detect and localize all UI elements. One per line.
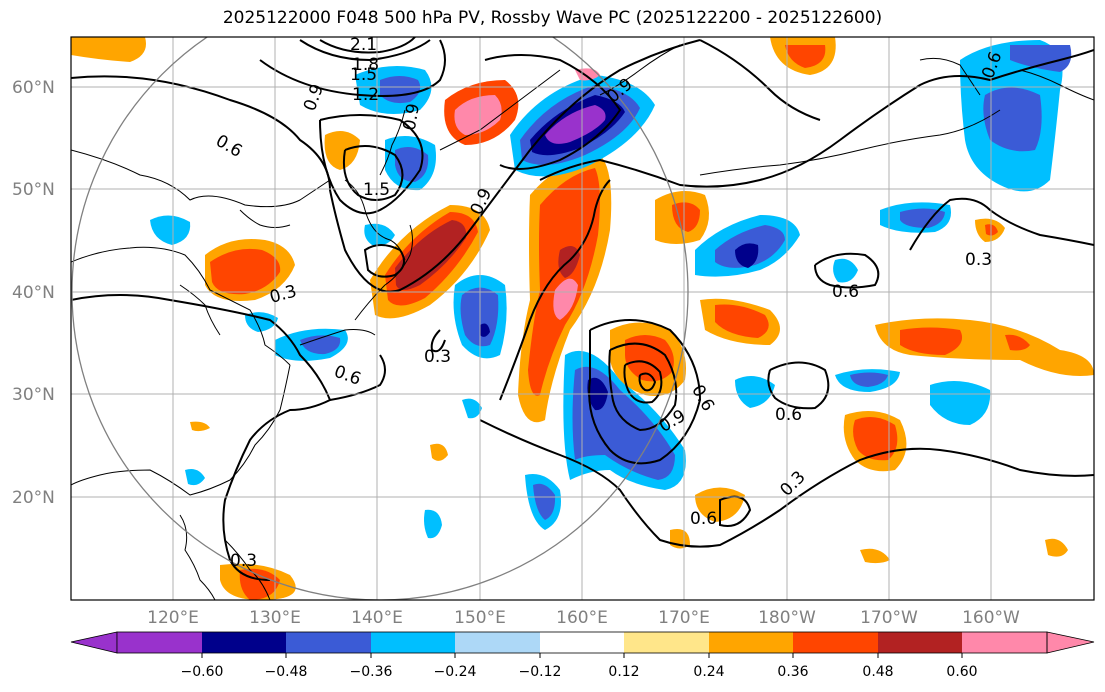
contour-label: 0.3 — [424, 347, 451, 367]
lat-label: 40°N — [12, 283, 55, 303]
radius-circle — [71, 37, 689, 600]
map-title: 2025122000 F048 500 hPa PV, Rossby Wave … — [222, 8, 883, 28]
lon-label: 140°E — [351, 608, 403, 628]
lat-label: 50°N — [12, 180, 55, 200]
graticule — [71, 37, 1094, 600]
colorbar-segment — [455, 632, 540, 653]
colorbar-segment — [540, 632, 624, 653]
contour-label: 0.6 — [832, 282, 859, 302]
coastlines — [71, 44, 1094, 600]
colorbar-extend-high — [1046, 631, 1095, 654]
lon-label: 170°E — [658, 608, 710, 628]
lon-label: 160°E — [556, 608, 608, 628]
colorbar-tick-label: −0.48 — [265, 664, 308, 680]
contour-label: 0.3 — [965, 250, 992, 270]
contour-label: 0.6 — [775, 405, 802, 425]
lat-label: 30°N — [12, 385, 55, 405]
lon-label: 150°E — [454, 608, 506, 628]
map-frame — [70, 36, 1095, 601]
colorbar-tick-label: −0.36 — [350, 664, 393, 680]
contour-label: 0.9 — [400, 102, 424, 132]
contour-label: 0.6 — [690, 509, 717, 529]
colorbar-tick-label: 0.48 — [862, 664, 893, 680]
colorbar-extend-low — [70, 631, 118, 654]
colorbar-tick-label: 0.36 — [777, 664, 808, 680]
colorbar-segment — [286, 632, 371, 653]
colorbar-tick-label: −0.12 — [519, 664, 562, 680]
contour-label: 1.5 — [350, 65, 377, 85]
map-area: 2.1 1.8 1.5 1.2 0.9 0.9 0.6 1.5 0.9 0.3 … — [71, 35, 1094, 600]
colorbar-segment — [117, 632, 202, 653]
colorbar-segment — [202, 632, 286, 653]
colorbar-segment — [371, 632, 455, 653]
longitude-labels: 120°E 130°E 140°E 150°E 160°E 170°E 180°… — [147, 608, 1020, 628]
colorbar-tick-label: −0.24 — [434, 664, 477, 680]
lon-label: 170°W — [860, 608, 918, 628]
lon-label: 160°W — [962, 608, 1020, 628]
colorbar-segment — [709, 632, 793, 653]
colorbar-tick-label: 0.24 — [693, 664, 724, 680]
colorbar: −0.60 −0.48 −0.36 −0.24 −0.12 0.12 0.24 … — [70, 631, 1095, 680]
contour-label: 0.3 — [230, 551, 257, 571]
contour-label: 1.8 — [352, 55, 379, 75]
lon-label: 180°W — [758, 608, 816, 628]
lat-label: 60°N — [12, 78, 55, 98]
colorbar-tick-label: 0.60 — [946, 664, 977, 680]
contour-label: 1.5 — [363, 180, 390, 200]
colorbar-segment — [624, 632, 709, 653]
contour-label: 1.2 — [352, 85, 379, 105]
colorbar-tick-label: −0.60 — [181, 664, 224, 680]
colorbar-segment — [962, 632, 1047, 653]
colorbar-segment — [878, 632, 962, 653]
lon-label: 130°E — [249, 608, 301, 628]
colorbar-segment — [793, 632, 878, 653]
lat-label: 20°N — [12, 488, 55, 508]
lon-label: 120°E — [147, 608, 199, 628]
pv-contours — [71, 37, 1094, 581]
latitude-labels: 60°N 50°N 40°N 30°N 20°N — [12, 78, 55, 508]
colorbar-tick-label: 0.12 — [608, 664, 639, 680]
contour-label: 2.1 — [350, 35, 377, 55]
pv-shading — [71, 37, 1094, 600]
